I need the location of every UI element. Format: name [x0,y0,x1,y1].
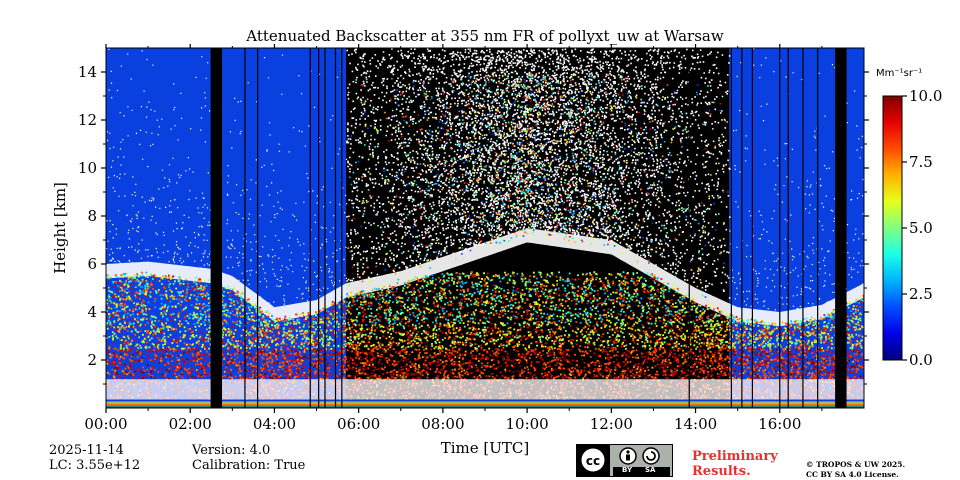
cc-by-label: BY [622,466,633,474]
gap-line [244,48,246,408]
y-tick-label: 4 [87,303,97,321]
signal-dots [107,348,864,401]
gap-line [257,48,259,408]
plot-area [106,48,864,408]
noise-speckles [346,48,731,299]
gap-line [219,48,223,408]
y-tick-label: 6 [87,255,97,273]
x-tick-label: 16:00 [758,415,801,433]
y-tick-label: 14 [78,63,97,81]
preliminary-line1: Preliminary [692,449,778,464]
gap-line [841,48,845,408]
ground-band-stripe [106,403,864,406]
x-axis-label: Time [UTC] [441,439,530,457]
y-tick-label: 8 [87,207,97,225]
gap-line [334,48,337,408]
gap-line [210,48,214,408]
copyright-note: © TROPOS & UW 2025. CC BY SA 4.0 License… [806,460,905,480]
colorbar-tick-label: 0.0 [909,351,933,369]
colorbar-tick-label: 7.5 [909,153,933,171]
gap-line [779,48,781,408]
y-axis-label: Height [km] [51,182,69,274]
preliminary-results-note: Preliminary Results. [692,449,778,479]
x-tick-label: 00:00 [84,415,127,433]
copyright-line1: © TROPOS & UW 2025. [806,460,906,469]
x-tick-label: 06:00 [337,415,380,433]
x-tick-label: 12:00 [590,415,633,433]
cc-icon [580,447,606,473]
svg-text:cc: cc [586,454,600,468]
ground-band-stripe [106,406,864,408]
ground-band-stripe [106,402,864,404]
gap-line [730,48,732,408]
sa-share-alike-icon [642,447,660,465]
ground-band-stripe [106,401,864,403]
footer-lc: LC: 3.55e+12 [49,458,141,473]
gap-line [215,48,219,408]
colorbar-unit-label: Mm⁻¹sr⁻¹ [876,68,922,79]
gap-line [787,48,789,408]
y-tick-label: 2 [87,351,97,369]
ground-band-stripe [106,399,864,401]
near-ground-zone [106,379,864,400]
footer-date: 2025-11-14 [49,443,124,458]
x-tick-label: 02:00 [169,415,212,433]
gap-line [802,48,804,408]
gap-line [318,48,320,408]
y-tick-label: 10 [78,159,97,177]
gap-line [751,48,754,408]
ground-band-stripe [106,405,864,407]
colorbar: 0.0 2.5 5.0 7.5 10.0 Mm⁻¹sr⁻¹ [876,68,942,369]
chart-title: Attenuated Backscatter at 355 nm FR of p… [245,27,724,45]
cc-sa-label: SA [645,466,656,474]
y-tick-label: 12 [78,111,97,129]
x-tick-label: 04:00 [253,415,296,433]
x-tick-label: 14:00 [674,415,717,433]
copyright-line2: CC BY SA 4.0 License. [806,470,899,479]
colorbar-gradient [882,95,903,361]
colorbar-tick-label: 2.5 [909,285,933,303]
preliminary-line2: Results. [692,464,751,479]
gap-line [309,48,311,408]
x-tick-label: 08:00 [421,415,464,433]
gap-line [837,48,841,408]
gap-line [341,48,343,408]
gap-line [843,48,847,408]
gap-line [213,48,217,408]
footer-calibration: Calibration: True [192,458,306,473]
gap-line [835,48,839,408]
gap-line [324,48,326,408]
gap-line [839,48,843,408]
colorbar-tick-label: 10.0 [909,87,942,105]
footer-version: Version: 4.0 [192,443,271,458]
colorbar-tick-label: 5.0 [909,219,933,237]
cc-license-badge: cc BY SA [576,444,673,477]
x-tick-label: 10:00 [505,415,548,433]
gap-line [817,48,819,408]
gap-line [212,48,216,408]
axes: 00:00 02:00 04:00 06:00 08:00 10:00 12:00 14:00… [78,44,869,433]
gap-line [217,48,221,408]
gap-line [688,48,690,408]
gap-line [741,48,743,408]
